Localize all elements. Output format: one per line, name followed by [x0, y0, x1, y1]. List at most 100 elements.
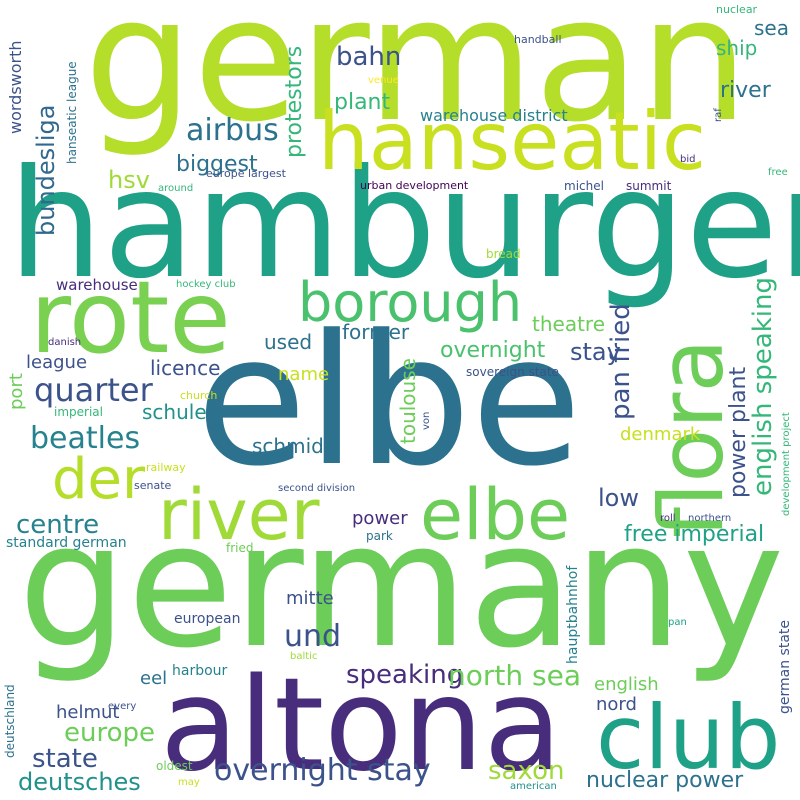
- word-second-division: second division: [278, 483, 356, 494]
- word-former: former: [342, 320, 410, 344]
- word-und: und: [284, 619, 342, 654]
- word-sea: sea: [754, 16, 789, 40]
- word-warehouse: warehouse: [56, 276, 138, 294]
- word-german: german: [84, 0, 749, 160]
- word-state: state: [32, 744, 98, 774]
- word-denmark: denmark: [620, 424, 701, 445]
- word-danish: danish: [48, 337, 82, 348]
- word-port: port: [6, 373, 27, 410]
- word-hockey-club: hockey club: [176, 279, 236, 290]
- word-power-plant: power plant: [726, 366, 751, 498]
- word-raf: raf: [713, 108, 724, 122]
- word-schule: schule: [142, 400, 207, 424]
- word-biggest: biggest: [176, 152, 258, 177]
- word-may: may: [178, 777, 200, 788]
- word-club: club: [596, 686, 781, 789]
- word-free-imperial: free imperial: [624, 522, 765, 547]
- word-hauptbahnhof: hauptbahnhof: [565, 565, 581, 664]
- word-plant: plant: [334, 90, 391, 115]
- word-park: park: [366, 529, 393, 543]
- word-river-small: river: [720, 78, 771, 103]
- word-bundesliga: bundesliga: [32, 104, 60, 236]
- word-wordsworth: wordsworth: [6, 40, 25, 134]
- word-theatre: theatre: [532, 312, 606, 336]
- word-quarter: quarter: [34, 371, 153, 409]
- word-roll: roll: [660, 513, 676, 524]
- word-centre: centre: [16, 510, 100, 540]
- word-imperial: imperial: [54, 405, 103, 419]
- word-hanseatic-league: hanseatic league: [65, 61, 79, 164]
- word-german-state: german state: [777, 619, 793, 714]
- word-railway: railway: [146, 461, 186, 474]
- word-deutsches: deutsches: [18, 768, 141, 796]
- word-hamburger: hamburger: [8, 138, 800, 312]
- word-english-speaking: english speaking: [748, 277, 778, 496]
- word-licence: licence: [150, 356, 221, 380]
- word-speaking: speaking: [346, 660, 464, 690]
- word-name: name: [278, 364, 330, 385]
- word-europe-largest: europe largest: [206, 167, 286, 180]
- word-overnight-stay: overnight stay: [214, 753, 431, 788]
- word-eel: eel: [140, 668, 168, 689]
- word-warehouse-district: warehouse district: [420, 106, 568, 125]
- word-toulouse: toulouse: [396, 358, 420, 444]
- word-every: every: [108, 701, 137, 712]
- word-schmidt: schmidt: [252, 434, 332, 458]
- word-european: european: [174, 611, 241, 627]
- word-around: around: [158, 183, 194, 194]
- word-pan: pan: [668, 617, 687, 628]
- word-northern: northern: [688, 513, 732, 524]
- word-hanseatic: hanseatic: [318, 95, 706, 188]
- word-nuclear-power: nuclear power: [586, 768, 744, 793]
- word-sovereign-state: sovereign state: [466, 365, 559, 379]
- word-beatles: beatles: [30, 421, 141, 456]
- word-american: american: [510, 781, 557, 792]
- word-ship: ship: [716, 36, 758, 60]
- word-nuclear: nuclear: [716, 3, 758, 16]
- word-north-sea: north sea: [448, 659, 581, 692]
- word-borough: borough: [298, 271, 523, 334]
- word-senate: senate: [134, 479, 172, 492]
- word-league: league: [26, 352, 88, 373]
- word-europe: europe: [64, 718, 155, 748]
- word-mitte: mitte: [286, 588, 334, 609]
- word-river: river: [158, 474, 320, 556]
- word-deutschland: deutschland: [3, 684, 17, 758]
- word-power: power: [352, 508, 408, 529]
- word-germany: germany: [18, 485, 785, 686]
- word-used: used: [264, 330, 313, 354]
- word-bread: bread: [486, 247, 521, 261]
- word-development-project: development project: [781, 412, 792, 516]
- word-free: free: [768, 167, 788, 178]
- word-baltic: baltic: [290, 651, 318, 662]
- word-summit: summit: [626, 179, 672, 193]
- word-protestors: protestors: [282, 45, 307, 158]
- word-saxon: saxon: [488, 756, 565, 786]
- word-nord: nord: [596, 694, 637, 715]
- word-venue: venue: [368, 75, 399, 86]
- word-helmut: helmut: [56, 702, 120, 723]
- word-urban-development: urban development: [360, 179, 469, 192]
- word-fried: fried: [226, 541, 254, 555]
- word-hsv: hsv: [108, 166, 150, 194]
- word-stay: stay: [570, 338, 621, 366]
- word-elbe-medium: elbe: [420, 474, 571, 556]
- word-rote: rote: [30, 259, 231, 376]
- word-airbus: airbus: [186, 113, 279, 148]
- word-english: english: [594, 674, 659, 695]
- word-michel: michel: [564, 179, 604, 193]
- word-handball: handball: [514, 33, 562, 46]
- word-von: von: [421, 411, 432, 430]
- word-der: der: [52, 447, 146, 512]
- word-elbe-large: elbe: [196, 297, 582, 506]
- word-overnight: overnight: [440, 338, 546, 363]
- word-standard-german: standard german: [6, 535, 127, 551]
- word-church: church: [180, 389, 218, 402]
- word-bid: bid: [680, 154, 696, 165]
- word-harbour: harbour: [172, 663, 228, 679]
- word-oldest: oldest: [156, 759, 193, 773]
- word-low: low: [598, 484, 639, 512]
- word-bahn: bahn: [336, 42, 402, 72]
- word-altona: altona: [160, 651, 563, 800]
